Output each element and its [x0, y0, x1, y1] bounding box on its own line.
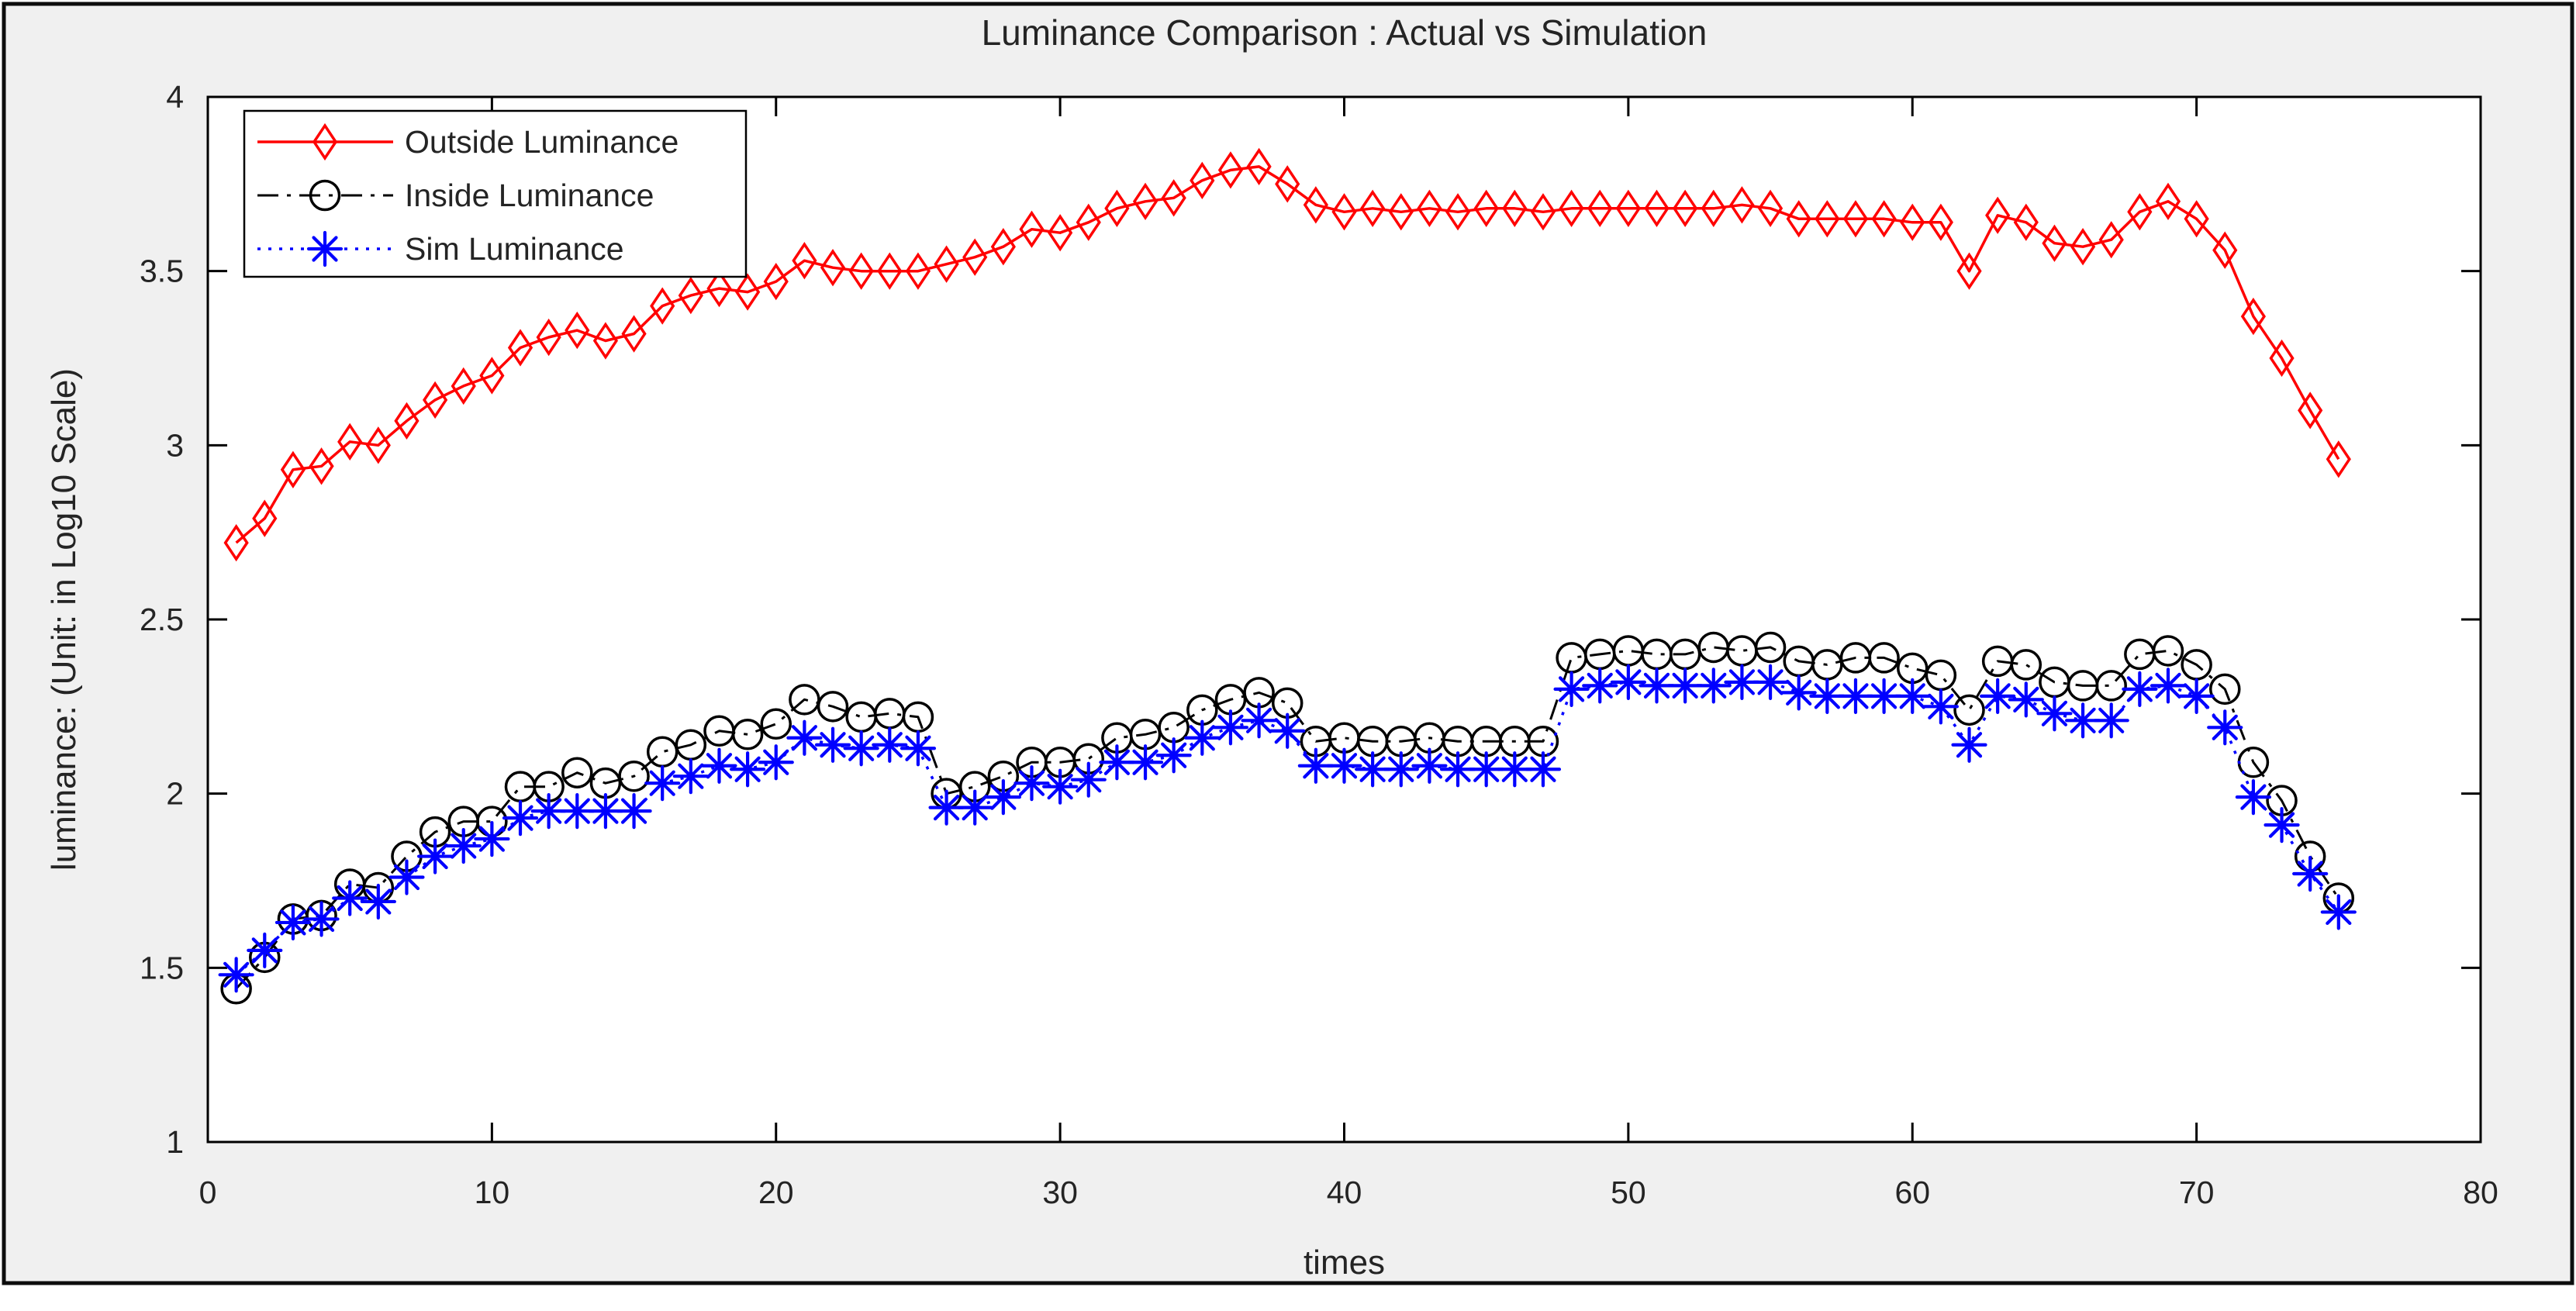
- legend-item: Outside Luminance: [257, 122, 679, 161]
- chart-title: Luminance Comparison : Actual vs Simulat…: [982, 12, 1708, 53]
- y-tick-label: 2: [166, 776, 184, 812]
- series-markers-inside-luminance: [220, 631, 2355, 1005]
- y-tick-label: 3.5: [140, 254, 184, 289]
- legend: Outside Luminance Inside Luminance Sim Lum…: [243, 109, 748, 278]
- series-outside-luminance: [223, 147, 2351, 562]
- x-tick-label: 50: [1611, 1175, 1646, 1210]
- x-tick-label: 0: [199, 1175, 217, 1210]
- series-layer: [218, 147, 2357, 1005]
- axes: 0 10 20 30 40 50 60 70 80 1 1.5 2 2.5 3 3.5 4: [140, 79, 2498, 1210]
- x-tick-label: 20: [758, 1175, 794, 1210]
- series-sim-luminance: [218, 664, 2357, 993]
- x-tick-label: 60: [1894, 1175, 1930, 1210]
- legend-label: Inside Luminance: [405, 178, 654, 213]
- x-tick-label: 70: [2179, 1175, 2215, 1210]
- legend-item: Inside Luminance: [257, 178, 654, 213]
- legend-label: Sim Luminance: [405, 231, 624, 267]
- legend-item: Sim Luminance: [257, 230, 624, 267]
- x-tick-label: 10: [475, 1175, 510, 1210]
- x-tick-label: 80: [2463, 1175, 2498, 1210]
- series-inside-luminance: [220, 631, 2355, 1005]
- x-axis-label: times: [1304, 1244, 1385, 1282]
- y-tick-label: 3: [166, 427, 184, 463]
- series-markers-outside-luminance: [223, 147, 2351, 562]
- y-tick-label: 1: [166, 1124, 184, 1160]
- series-markers-sim-luminance: [218, 664, 2357, 993]
- y-tick-label: 4: [166, 79, 184, 115]
- x-tick-label: 40: [1327, 1175, 1362, 1210]
- y-tick-label: 1.5: [140, 950, 184, 985]
- legend-label: Outside Luminance: [405, 124, 679, 160]
- y-axis-label: luminance: (Unit: in Log10 Scale): [45, 368, 83, 871]
- y-tick-label: 2.5: [140, 602, 184, 637]
- x-tick-label: 30: [1042, 1175, 1078, 1210]
